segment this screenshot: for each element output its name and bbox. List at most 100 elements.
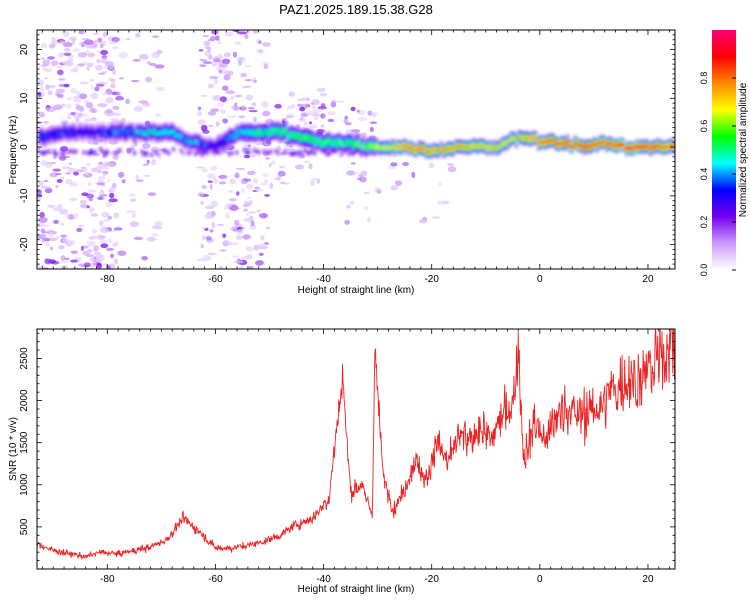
spectrogram-cell	[106, 131, 110, 135]
spectrogram-cell	[578, 144, 582, 148]
spectrogram-cell	[641, 145, 645, 149]
spectrogram-cell	[45, 134, 49, 138]
spectrogram-cell	[400, 145, 404, 149]
spectrogram-cell	[60, 176, 65, 179]
spectrogram-cell	[243, 178, 252, 182]
spectrogram-cell	[40, 160, 49, 166]
snr-x-tick-label: -40	[316, 574, 331, 585]
spectrogram-cell	[44, 187, 53, 194]
spectrogram-cell	[248, 211, 257, 214]
spectrogram-cell	[447, 147, 450, 150]
spectrogram-cell	[37, 222, 45, 228]
spectrogram-cell	[559, 142, 562, 146]
spectrogram-cell	[37, 121, 43, 124]
spectrogram-cell	[245, 94, 253, 101]
spectrogram-cell	[240, 72, 248, 78]
spectrogram-cell	[473, 144, 477, 148]
spectrogram-cell	[100, 58, 108, 64]
spectrogram-cell	[63, 47, 71, 52]
spectrogram-cell	[204, 213, 215, 220]
spectrogram-cell	[91, 235, 101, 239]
spectrogram-cell	[210, 200, 218, 207]
spectrogram-cell	[413, 148, 416, 152]
spectrogram-cell	[205, 205, 215, 210]
spectrogram-cell	[102, 92, 109, 96]
spectrogram-cell	[61, 237, 69, 244]
spectrogram-cell	[583, 146, 587, 150]
spectrogram-cell	[247, 130, 251, 135]
spectrogram-cell	[90, 85, 94, 90]
spectrogram-cell	[529, 138, 533, 141]
spectrogram-cell	[66, 97, 73, 101]
spectrogram-cell	[194, 151, 197, 156]
spectrogram-cell	[283, 182, 290, 185]
spectrogram-cell	[40, 228, 46, 234]
spectrogram-cell	[359, 147, 363, 152]
spectrogram-cell	[284, 129, 287, 134]
spectrogram-cell	[93, 245, 100, 251]
spectrogram-cell	[115, 96, 124, 101]
spectrogram-cell	[85, 102, 94, 109]
spectrogram-cell	[249, 224, 257, 230]
spectrogram-cell	[63, 83, 70, 88]
spectrogram-cell	[47, 204, 55, 209]
spectrogram-cell	[133, 151, 136, 156]
spectrogram-cell	[201, 235, 206, 241]
spectrogram-cell	[228, 190, 233, 193]
spectrogram-cell	[359, 176, 367, 183]
spectrogram-cell	[303, 147, 307, 152]
spectrogram-cell	[222, 118, 228, 124]
spectrogram-cell	[219, 266, 223, 269]
spectrogram-cell	[58, 155, 67, 161]
colorbar-tick-label: 0.0	[699, 264, 709, 277]
spectrogram-cell	[239, 265, 245, 269]
spectrogram-cell	[140, 130, 144, 134]
spectrogram-cell	[257, 130, 260, 134]
spectrogram-cell	[228, 198, 237, 202]
spectrogram-cell	[169, 129, 173, 134]
spectrogram-cell	[520, 136, 523, 140]
spectrogram-cell	[350, 162, 356, 165]
spectrogram-cell	[103, 218, 110, 223]
spectrogram-cell	[363, 191, 370, 194]
spectrogram-cell	[431, 216, 441, 219]
spectrogram-cell	[209, 35, 216, 42]
spectrogram-cell	[89, 262, 98, 268]
spectrogram-cell	[105, 97, 114, 104]
spectrogram-x-tick-label: 0	[537, 274, 543, 285]
spectrogram-cell	[250, 130, 253, 135]
spectrogram-cell	[174, 133, 178, 137]
spectrogram-cell	[216, 65, 222, 72]
spectrogram-cell	[102, 173, 107, 176]
spectrogram-cell	[254, 131, 258, 136]
spectrogram-cell	[99, 147, 102, 152]
spectrogram-cell	[105, 167, 109, 170]
spectrogram-cell	[265, 226, 271, 230]
spectrogram-y-tick-label: 0	[19, 144, 30, 150]
spectrogram-cell	[481, 144, 484, 147]
spectrogram-cell	[205, 235, 212, 241]
spectrogram-cell	[112, 112, 121, 116]
spectrogram-cell	[311, 177, 322, 181]
spectrogram-cell	[391, 144, 394, 148]
spectrogram-cell	[54, 235, 60, 239]
snr-y-ticks: 500 1000 1500 2000 2500	[19, 332, 675, 570]
spectrogram-cell	[74, 149, 78, 154]
spectrogram-cell	[212, 164, 218, 171]
spectrogram-cell	[247, 106, 255, 110]
spectrogram-cell	[108, 188, 114, 193]
spectrogram-ridge	[38, 120, 675, 159]
spectrogram-cell	[340, 141, 343, 146]
spectrogram-cell	[330, 101, 337, 108]
spectrogram-cell	[150, 131, 153, 135]
spectrogram-cell	[57, 131, 61, 136]
spectrogram-cell	[108, 130, 112, 135]
spectrogram-x-tick-label: -80	[100, 274, 115, 285]
spectrogram-cell	[525, 136, 528, 140]
spectrogram-cell	[89, 150, 92, 155]
spectrogram-cell	[308, 151, 311, 156]
spectrogram-cell	[360, 170, 368, 177]
snr-plot-area	[37, 329, 675, 569]
spectrogram-cell	[52, 161, 56, 164]
spectrogram-cell	[59, 208, 68, 215]
